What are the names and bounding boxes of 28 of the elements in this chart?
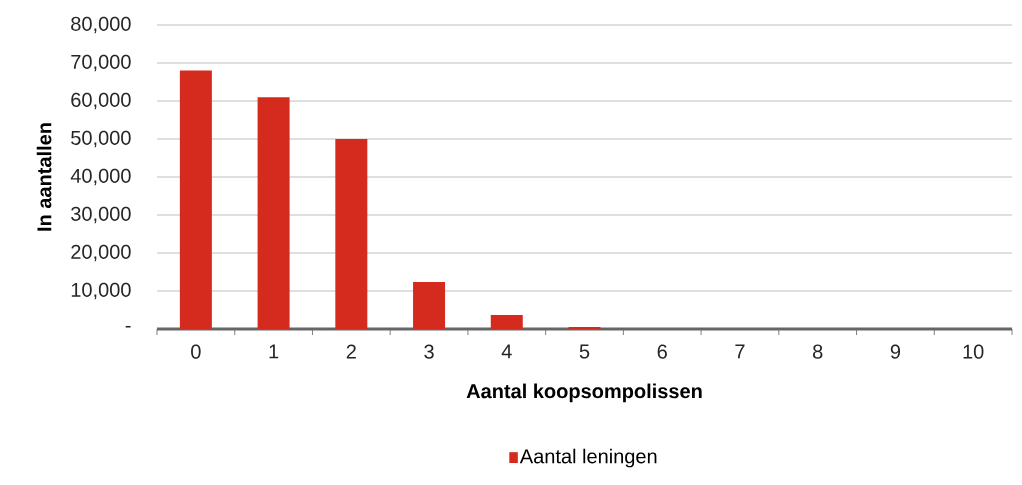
x-tick-label: 4 <box>501 344 512 359</box>
y-tick-label: 10,000 <box>71 282 131 300</box>
bar <box>413 281 446 329</box>
y-tick-label: 60,000 <box>71 92 131 110</box>
legend-label: Aantal leningen <box>519 448 657 468</box>
x-axis-title: Aantal koopsompolissen <box>466 383 702 403</box>
bar <box>490 314 523 329</box>
x-tick-label: 10 <box>963 344 984 359</box>
bar <box>179 70 212 329</box>
y-axis-title: In aantallen <box>36 123 52 231</box>
x-tick-label: 2 <box>346 344 356 359</box>
y-tick-label: 70,000 <box>71 54 131 72</box>
bar <box>335 139 368 329</box>
x-tick-label: 8 <box>812 344 823 359</box>
x-tick-label: 0 <box>191 344 201 359</box>
x-tick-label: 7 <box>735 344 745 359</box>
bar <box>257 97 290 329</box>
y-tick-label: 80,000 <box>71 16 131 34</box>
x-tick-label: 6 <box>657 344 667 359</box>
x-tick-label: 3 <box>424 344 434 359</box>
y-tick-label: - <box>125 325 131 328</box>
x-tick-label: 9 <box>890 344 901 359</box>
y-tick-label: 30,000 <box>71 206 131 224</box>
x-tick-label: 1 <box>269 344 279 359</box>
y-tick-label: 50,000 <box>71 130 131 148</box>
x-tick-label: 5 <box>579 344 590 359</box>
y-tick-label: 20,000 <box>71 244 131 262</box>
y-tick-label: 40,000 <box>70 168 131 186</box>
